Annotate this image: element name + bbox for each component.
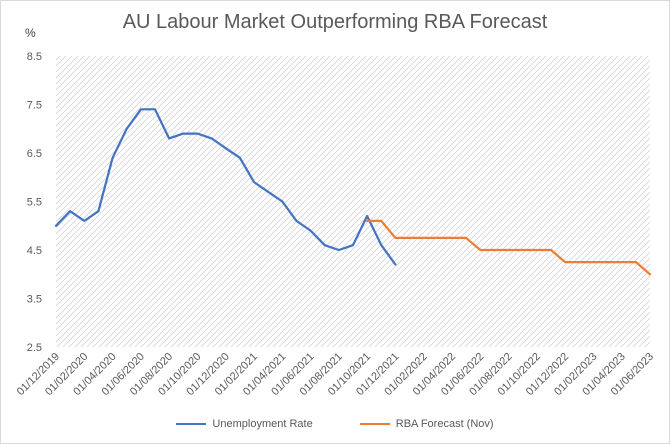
x-axis: 01/12/201901/02/202001/04/202001/06/2020…: [15, 351, 656, 398]
y-axis: 8.5 7.5 6.5 5.5 4.5 3.5 2.5: [27, 51, 42, 354]
y-tick-label: 5.5: [27, 197, 42, 209]
chart-title: AU Labour Market Outperforming RBA Forec…: [122, 11, 548, 33]
y-tick-label: 6.5: [27, 148, 42, 160]
legend-item-unemployment: Unemployment Rate: [176, 418, 313, 430]
plot-area: [56, 56, 650, 347]
legend-swatch-rba-forecast: [359, 423, 390, 425]
series-line-unemployment: [54, 108, 397, 266]
y-tick-label: 4.5: [27, 245, 42, 257]
y-axis-unit-label: %: [25, 26, 36, 40]
legend-swatch-unemployment: [176, 423, 207, 425]
series-line-rba-forecast: [366, 219, 652, 276]
y-tick-label: 8.5: [27, 51, 42, 63]
series-layer: [54, 108, 652, 276]
y-tick-label: 7.5: [27, 100, 42, 112]
legend-label-rba-forecast: RBA Forecast (Nov): [395, 418, 494, 430]
legend-label-unemployment: Unemployment Rate: [212, 418, 313, 430]
y-tick-label: 2.5: [27, 342, 42, 354]
legend-item-rba-forecast: RBA Forecast (Nov): [359, 418, 494, 430]
legend: Unemployment Rate RBA Forecast (Nov): [1, 416, 669, 430]
y-tick-label: 3.5: [27, 294, 42, 306]
